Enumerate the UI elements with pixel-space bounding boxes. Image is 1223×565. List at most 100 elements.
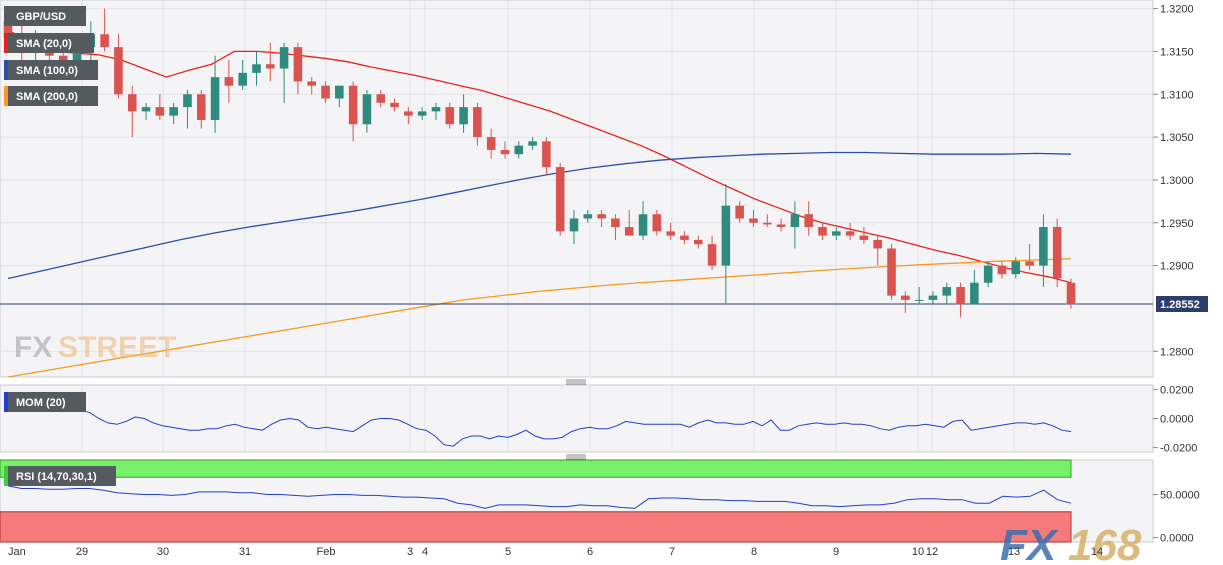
candle xyxy=(1052,218,1062,288)
legend-box xyxy=(4,466,116,486)
candle-body xyxy=(362,94,372,125)
candle xyxy=(141,102,151,120)
time-tick-label: 31 xyxy=(239,546,251,558)
legend-item: MOM (20) xyxy=(4,392,86,412)
legend-item: SMA (100,0) xyxy=(4,60,98,80)
candle xyxy=(970,269,979,305)
candle xyxy=(224,59,234,103)
candle-body xyxy=(624,227,634,236)
candle-body xyxy=(252,64,261,73)
candle-body xyxy=(873,239,883,249)
svg-text:FX: FX xyxy=(14,331,52,364)
price-tick-label: 1.2950 xyxy=(1160,218,1194,230)
candle-body xyxy=(500,149,510,155)
candle xyxy=(362,89,372,133)
candle-body xyxy=(555,167,565,232)
candle xyxy=(100,8,109,52)
candle xyxy=(680,231,689,245)
candle-body xyxy=(693,239,703,245)
candle-body xyxy=(1039,227,1048,266)
candle xyxy=(832,227,841,240)
candle xyxy=(404,107,413,125)
time-tick-label: 9 xyxy=(833,546,839,558)
candle xyxy=(942,282,952,305)
candle xyxy=(735,201,744,223)
pane-splitter-2[interactable] xyxy=(566,454,586,460)
candle xyxy=(252,51,261,86)
candle-body xyxy=(266,64,275,69)
candle-body xyxy=(141,107,151,112)
candle-body xyxy=(652,214,662,232)
candle-body xyxy=(224,77,234,86)
candle-body xyxy=(956,287,965,305)
time-tick-label: 12 xyxy=(926,546,938,558)
candle-body xyxy=(404,111,413,116)
candle xyxy=(528,137,537,150)
candle-body xyxy=(390,102,399,108)
legend-box xyxy=(4,33,94,53)
legend-item: GBP/USD xyxy=(4,6,86,26)
candle-body xyxy=(887,248,896,296)
time-tick-label: 29 xyxy=(76,546,88,558)
time-tick-label: 30 xyxy=(157,546,169,558)
candle-body xyxy=(1025,261,1034,266)
candle-body xyxy=(293,47,303,82)
legend-box xyxy=(4,392,86,412)
candle-body xyxy=(1066,282,1076,305)
time-tick-label: 7 xyxy=(669,546,675,558)
candle-body xyxy=(486,137,496,150)
time-tick-label: 14 xyxy=(1091,546,1103,558)
candle-body xyxy=(763,222,772,225)
candle xyxy=(542,137,551,176)
candle xyxy=(638,201,648,240)
candle-body xyxy=(597,214,606,219)
candle xyxy=(569,209,579,245)
fxstreet-logo: FX STREET xyxy=(14,331,176,364)
candle-body xyxy=(58,55,68,60)
time-tick-label: 10 xyxy=(912,546,924,558)
time-tick-label: 4 xyxy=(422,546,428,558)
time-tick-label: Feb xyxy=(317,546,336,558)
candle xyxy=(652,209,662,236)
candle-body xyxy=(859,235,869,240)
candle xyxy=(721,184,731,305)
candle-body xyxy=(431,107,441,112)
candle xyxy=(914,287,924,305)
rsi-zones xyxy=(0,459,1072,543)
candle xyxy=(693,235,703,249)
axes: 1.3200 1.3150 1.3100 1.3050 1.3000 1.2950 1.29… xyxy=(8,4,1200,558)
candle xyxy=(348,81,358,142)
candle xyxy=(1025,244,1034,270)
candle xyxy=(376,89,386,108)
candle xyxy=(928,291,938,305)
candle-body xyxy=(901,295,910,300)
mom-panel xyxy=(0,384,1154,453)
time-tick-label: 5 xyxy=(505,546,511,558)
candle-body xyxy=(3,21,13,39)
legend-label: RSI (14,70,30,1) xyxy=(16,471,97,483)
candle xyxy=(983,261,993,288)
candle xyxy=(445,102,455,129)
candle xyxy=(873,235,883,266)
candle xyxy=(790,201,800,249)
candle-body xyxy=(376,94,386,103)
candle xyxy=(114,34,123,99)
candle xyxy=(514,141,524,159)
legend-box xyxy=(4,60,98,80)
candle-body xyxy=(942,287,952,296)
time-tick-label: 8 xyxy=(751,546,757,558)
candle xyxy=(597,209,606,228)
candle-body xyxy=(114,47,123,95)
price-tick-label: 1.2900 xyxy=(1160,261,1194,273)
candle-body xyxy=(970,282,979,305)
price-tick-label: 1.3100 xyxy=(1160,89,1194,101)
legend-swatch xyxy=(4,466,8,486)
indicator-tick-label: 0.0200 xyxy=(1160,384,1194,396)
svg-text:FX: FX xyxy=(1000,521,1059,565)
candle-body xyxy=(528,141,537,146)
candle-body xyxy=(335,85,344,99)
overlay-line xyxy=(7,151,1072,280)
candle-body xyxy=(638,214,648,236)
candle xyxy=(127,85,137,138)
pane-splitter-1[interactable] xyxy=(566,379,586,385)
